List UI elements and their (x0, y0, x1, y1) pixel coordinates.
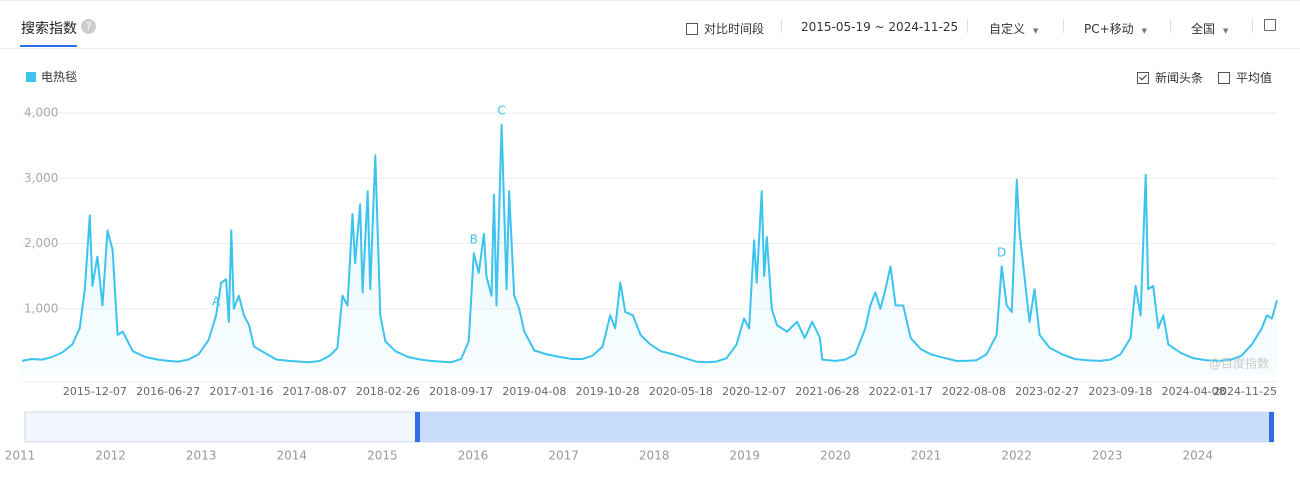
custom-label: 自定义 (989, 22, 1026, 36)
x-tick-label: 2019-10-28 (576, 385, 640, 398)
x-tick-label: 2015-12-07 (63, 385, 127, 398)
navigator-handle[interactable] (1269, 412, 1274, 442)
x-tick-label: 2022-01-17 (869, 385, 933, 398)
average-option[interactable]: 平均值 (1218, 69, 1272, 86)
annotation: C (497, 104, 505, 118)
x-tick-label: 2024-04-08 (1162, 385, 1226, 398)
x-tick-label: 2021-06-28 (795, 385, 859, 398)
x-tick-label: 2020-05-18 (649, 385, 713, 398)
date-range[interactable]: 2015-05-19 ~ 2024-11-25 (801, 20, 959, 34)
navigator-year: 2011 (5, 449, 36, 463)
separator (1170, 19, 1171, 33)
navigator-year: 2018 (639, 449, 670, 463)
area (22, 124, 1277, 374)
compare-option[interactable]: 对比时间段 (686, 20, 764, 37)
navigator-year: 2012 (95, 449, 126, 463)
annotation: A (212, 294, 221, 308)
watermark: @百度指数 (1209, 356, 1269, 371)
help-icon[interactable]: ? (81, 19, 96, 34)
x-tick-label: 2022-08-08 (942, 385, 1006, 398)
navigator-year: 2021 (911, 449, 942, 463)
x-tick-label: 2023-09-18 (1088, 385, 1152, 398)
legend[interactable]: 电热毯 (26, 68, 77, 85)
device-label: PC+移动 (1084, 22, 1134, 36)
x-tick-label: 2023-02-27 (1015, 385, 1079, 398)
divider (0, 48, 1300, 49)
x-tick-label: 2017-08-07 (283, 385, 347, 398)
y-tick-label: 3,000 (24, 171, 58, 185)
line (21, 123, 1278, 364)
news-label: 新闻头条 (1155, 71, 1204, 85)
caret: ▼ (1223, 27, 1229, 35)
x-tick-label: 2019-04-08 (502, 385, 566, 398)
x-tick-label: 2018-09-17 (429, 385, 493, 398)
x-tick-label: 2018-02-26 (356, 385, 420, 398)
region-select[interactable]: 全国 ▼ (1191, 20, 1228, 37)
checkbox[interactable] (686, 23, 698, 35)
navigator-year: 2013 (186, 449, 217, 463)
custom-select[interactable]: 自定义 ▼ (989, 20, 1038, 37)
x-tick-label: 2016-06-27 (136, 385, 200, 398)
caret: ▼ (1033, 27, 1039, 35)
share-icon[interactable] (1264, 19, 1276, 31)
caret: ▼ (1141, 27, 1148, 35)
x-tick-label: 2017-01-16 (209, 385, 273, 398)
checkbox[interactable] (1218, 72, 1230, 84)
legend-label: 电热毯 (41, 70, 78, 84)
device-select[interactable]: PC+移动 ▼ (1084, 20, 1147, 37)
annotation: D (997, 245, 1006, 259)
separator (781, 19, 782, 33)
x-tick-label: 2020-12-07 (722, 385, 786, 398)
tab[interactable]: 搜索指数 (21, 21, 77, 37)
navigator-year: 2015 (367, 449, 398, 463)
navigator-year: 2022 (1001, 449, 1032, 463)
navigator-year: 2020 (820, 449, 851, 463)
navigator-year: 2014 (277, 449, 308, 463)
news-option[interactable]: 新闻头条 (1137, 69, 1203, 86)
navigator-year: 2023 (1092, 449, 1123, 463)
separator (1063, 19, 1064, 33)
tab-underline (20, 45, 77, 47)
separator (967, 19, 968, 33)
navigator-year: 2017 (548, 449, 579, 463)
average-label: 平均值 (1236, 71, 1273, 85)
checkbox[interactable] (1137, 72, 1149, 84)
navigator-year: 2024 (1183, 449, 1214, 463)
y-tick-label: 4,000 (24, 106, 58, 120)
annotation: B (470, 232, 478, 246)
navigator-year: 2016 (458, 449, 489, 463)
navigator-handle[interactable] (415, 412, 420, 442)
legend-swatch (26, 72, 36, 82)
region-label: 全国 (1191, 22, 1216, 36)
compare-label: 对比时间段 (704, 22, 765, 36)
y-tick-label: 2,000 (24, 236, 58, 250)
separator (1252, 19, 1253, 33)
y-tick-label: 1,000 (24, 301, 58, 315)
navigator-year: 2019 (730, 449, 761, 463)
x-tick-label: 2024-11-25 (1213, 385, 1277, 398)
navigator-selection[interactable] (417, 412, 1272, 442)
